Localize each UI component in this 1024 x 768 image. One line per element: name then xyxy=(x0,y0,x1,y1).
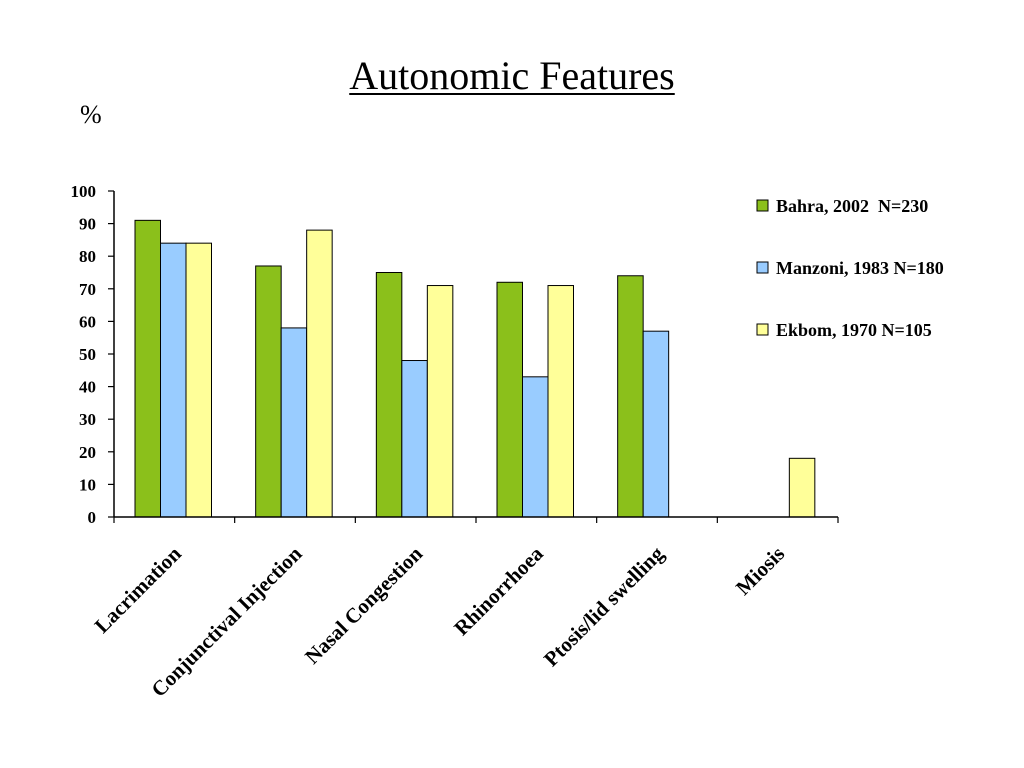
legend-label-ekbom: Ekbom, 1970 N=105 xyxy=(776,320,932,340)
y-tick-label: 100 xyxy=(71,182,97,201)
y-tick-label: 30 xyxy=(79,410,96,429)
bar-lacrimation-manzoni xyxy=(160,242,187,518)
x-label-miosis: Miosis xyxy=(731,542,789,600)
bar-miosis-ekbom xyxy=(788,457,816,518)
y-axis-unit-label: % xyxy=(80,100,102,129)
y-tick-label: 90 xyxy=(79,215,96,234)
bar-ptosis-lid-swelling-bahra xyxy=(617,275,644,518)
bar-lacrimation-ekbom xyxy=(185,242,212,518)
legend: Bahra, 2002 N=230 Manzoni, 1983 N=180 Ekbo… xyxy=(756,196,944,340)
axes-group xyxy=(113,191,839,523)
x-label-ptosis-lid-swelling: Ptosis/lid swelling xyxy=(539,541,669,671)
y-tick-label: 70 xyxy=(79,280,96,299)
bar-rhinorrhoea-ekbom xyxy=(547,285,574,518)
legend-swatch-bahra xyxy=(756,199,769,212)
bar-conjunctival-injection-manzoni xyxy=(280,327,308,518)
bar-lacrimation-bahra xyxy=(134,219,161,518)
legend-swatch-manzoni xyxy=(756,261,769,274)
bar-rhinorrhoea-manzoni xyxy=(522,376,549,518)
y-tick-label: 20 xyxy=(79,443,96,462)
y-tick-label: 60 xyxy=(79,312,96,331)
y-tick-label: 10 xyxy=(79,475,96,494)
bar-nasal-congestion-ekbom xyxy=(426,285,454,518)
legend-label-manzoni: Manzoni, 1983 N=180 xyxy=(776,258,944,278)
legend-swatch-ekbom xyxy=(756,323,769,336)
bars-group xyxy=(134,219,816,518)
bar-rhinorrhoea-bahra xyxy=(496,281,523,518)
y-ticks-group: 0 10 20 30 40 50 60 70 80 90 100 xyxy=(71,182,114,527)
bar-ptosis-lid-swelling-manzoni xyxy=(642,330,670,518)
y-tick-label: 40 xyxy=(79,378,96,397)
bar-nasal-congestion-manzoni xyxy=(401,360,428,518)
page-title: Autonomic Features xyxy=(349,53,675,98)
x-label-rhinorrhoea: Rhinorrhoea xyxy=(449,541,548,640)
legend-label-bahra: Bahra, 2002 N=230 xyxy=(776,196,928,216)
x-label-nasal-congestion: Nasal Congestion xyxy=(300,541,427,668)
bar-conjunctival-injection-ekbom xyxy=(306,229,333,518)
y-tick-label: 0 xyxy=(88,508,97,527)
y-tick-label: 80 xyxy=(79,247,96,266)
x-label-lacrimation: Lacrimation xyxy=(90,541,186,637)
bar-nasal-congestion-bahra xyxy=(375,272,403,518)
y-tick-label: 50 xyxy=(79,345,96,364)
bar-conjunctival-injection-bahra xyxy=(255,265,282,518)
